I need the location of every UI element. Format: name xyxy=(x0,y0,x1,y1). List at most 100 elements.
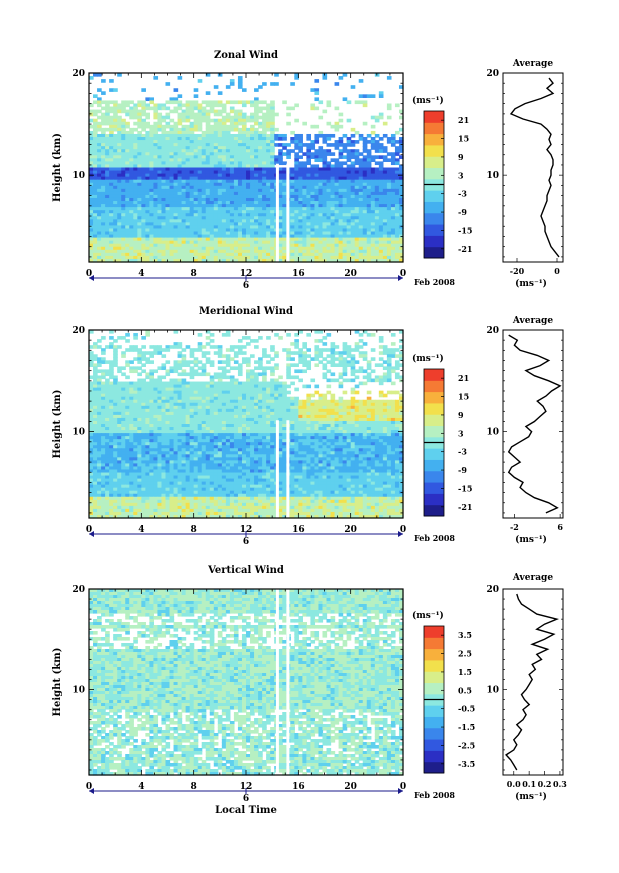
heatmap-cell xyxy=(250,213,255,217)
heatmap-cell xyxy=(314,399,320,404)
heatmap-cell xyxy=(258,201,263,205)
heatmap-cell xyxy=(254,143,259,147)
heatmap-cell xyxy=(169,140,175,144)
heatmap-cell xyxy=(314,345,320,349)
heatmap-cell xyxy=(201,246,207,251)
heatmap-cell xyxy=(193,179,199,184)
heatmap-cell xyxy=(157,167,163,172)
heatmap-cell xyxy=(262,219,267,223)
heatmap-cell xyxy=(133,112,138,117)
heatmap-cell xyxy=(354,348,360,352)
heatmap-cell xyxy=(266,197,271,202)
heatmap-cell xyxy=(149,133,155,138)
heatmap-cell xyxy=(330,357,336,361)
heatmap-cell xyxy=(209,118,215,123)
heatmap-cell xyxy=(89,188,94,193)
heatmap-cell xyxy=(350,240,356,245)
heatmap-cell xyxy=(362,237,368,242)
heatmap-cell xyxy=(221,161,227,166)
heatmap-cell xyxy=(121,249,126,254)
heatmap-cell xyxy=(161,106,167,111)
heatmap-cell xyxy=(322,216,328,220)
heatmap-cell xyxy=(266,140,271,144)
heatmap-cell xyxy=(318,173,324,178)
heatmap-cell xyxy=(177,354,183,358)
heatmap-cell xyxy=(109,393,114,398)
heatmap-cell xyxy=(358,182,364,187)
heatmap-cell xyxy=(137,351,142,355)
heatmap-cell xyxy=(97,225,102,230)
heatmap-cell xyxy=(153,258,159,263)
heatmap-cell xyxy=(157,173,163,178)
heatmap-cell xyxy=(358,185,364,190)
heatmap-cell xyxy=(181,170,187,175)
heatmap-cell xyxy=(93,179,98,184)
heatmap-cell xyxy=(386,210,392,214)
heatmap-cell xyxy=(205,149,211,153)
heatmap-cell xyxy=(346,249,352,254)
heatmap-cell xyxy=(161,164,167,169)
heatmap-cell xyxy=(354,246,360,251)
heatmap-cell xyxy=(189,127,195,132)
heatmap-cell xyxy=(342,369,348,374)
heatmap-cell xyxy=(366,366,372,371)
heatmap-cell xyxy=(117,240,122,245)
heatmap-cell xyxy=(241,360,247,364)
heatmap-cell xyxy=(378,246,384,251)
heatmap-cell xyxy=(258,255,263,260)
heatmap-cell xyxy=(153,399,159,404)
heatmap-cell xyxy=(390,390,396,395)
heatmap-cell xyxy=(326,133,332,138)
heatmap-cell xyxy=(213,237,219,242)
heatmap-cell xyxy=(205,137,211,141)
heatmap-cell xyxy=(382,197,388,202)
heatmap-cell xyxy=(338,357,344,361)
heatmap-cell xyxy=(278,176,283,181)
heatmap-cell xyxy=(125,109,130,114)
heatmap-cell xyxy=(205,133,211,138)
heatmap-cell xyxy=(258,85,263,89)
heatmap-cell xyxy=(157,243,163,248)
heatmap-cell xyxy=(113,249,118,254)
heatmap-cell xyxy=(105,219,110,223)
heatmap-cell xyxy=(258,188,263,193)
heatmap-cell xyxy=(225,258,231,263)
heatmap-cell xyxy=(153,133,159,138)
heatmap-cell xyxy=(157,194,163,199)
heatmap-cell xyxy=(370,137,376,141)
heatmap-cell xyxy=(173,402,179,407)
heatmap-cell xyxy=(173,225,179,230)
heatmap-cell xyxy=(270,191,275,196)
heatmap-cell xyxy=(153,216,159,220)
heatmap-cell xyxy=(274,384,279,389)
heatmap-cell xyxy=(177,204,183,208)
heatmap-cell xyxy=(241,115,247,120)
heatmap-cell xyxy=(161,158,167,162)
heatmap-cell xyxy=(386,402,392,407)
heatmap-cell xyxy=(173,106,179,111)
heatmap-cell xyxy=(149,197,155,202)
heatmap-cell xyxy=(398,399,404,404)
heatmap-cell xyxy=(225,85,231,89)
heatmap-cell xyxy=(302,167,307,172)
heatmap-cell xyxy=(201,354,207,358)
heatmap-cell xyxy=(141,378,146,383)
heatmap-cell xyxy=(201,408,207,413)
heatmap-cell xyxy=(298,173,303,178)
heatmap-cell xyxy=(358,204,364,208)
heatmap-cell xyxy=(282,252,287,257)
heatmap-cell xyxy=(125,130,130,135)
heatmap-cell xyxy=(390,204,396,208)
heatmap-cell xyxy=(133,170,138,175)
heatmap-cell xyxy=(221,170,227,175)
heatmap-cell xyxy=(314,246,320,251)
heatmap-cell xyxy=(141,133,146,138)
heatmap-cell xyxy=(169,127,175,132)
heatmap-cell xyxy=(153,369,159,374)
heatmap-cell xyxy=(189,390,195,395)
heatmap-cell xyxy=(93,345,98,349)
heatmap-cell xyxy=(366,213,372,217)
heatmap-cell xyxy=(322,396,328,401)
heatmap-cell xyxy=(193,348,199,352)
heatmap-cell xyxy=(153,188,159,193)
